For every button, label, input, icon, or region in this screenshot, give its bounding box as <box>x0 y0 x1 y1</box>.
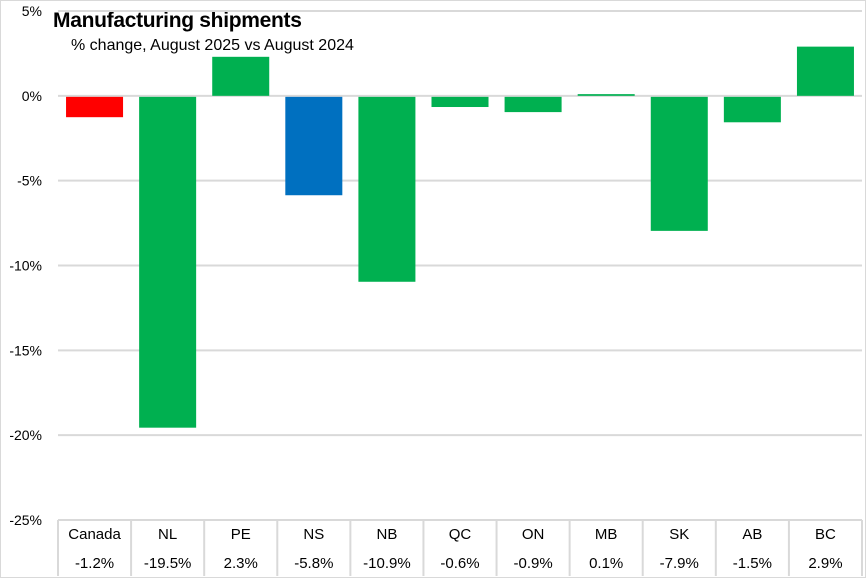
bars <box>66 46 854 428</box>
bar-qc <box>431 96 489 108</box>
category-label: PE <box>231 526 251 543</box>
bar-sk <box>650 96 708 231</box>
chart-subtitle: % change, August 2025 vs August 2024 <box>71 37 354 54</box>
category-label: NB <box>376 526 397 543</box>
category-label: MB <box>595 526 618 543</box>
value-label: -1.5% <box>733 555 772 572</box>
value-label: -19.5% <box>144 555 192 572</box>
value-label: -7.9% <box>660 555 699 572</box>
bar-ab <box>723 96 781 123</box>
value-label: -5.8% <box>294 555 333 572</box>
bar-on <box>504 96 562 113</box>
value-label: -10.9% <box>363 555 411 572</box>
y-tick-label: 0% <box>22 88 42 104</box>
category-label: QC <box>449 526 472 543</box>
value-label: -1.2% <box>75 555 114 572</box>
y-tick-label: -15% <box>9 342 42 358</box>
category-label: NL <box>158 526 177 543</box>
category-label: ON <box>522 526 545 543</box>
data-table: Canada -1.2% NL -19.5% PE 2.3% NS -5.8% NB -10.9%… <box>57 520 863 576</box>
bar-nb <box>358 96 416 282</box>
bar-bc <box>796 46 854 96</box>
category-label: SK <box>669 526 689 543</box>
bar-mb <box>577 94 635 96</box>
value-label: 2.3% <box>224 555 258 572</box>
category-label: Canada <box>68 526 121 543</box>
category-label: BC <box>815 526 836 543</box>
y-tick-label: -20% <box>9 427 42 443</box>
value-label: 2.9% <box>808 555 842 572</box>
value-label: 0.1% <box>589 555 623 572</box>
bar-canada <box>66 96 124 118</box>
bar-nl <box>139 96 197 428</box>
category-label: AB <box>742 526 762 543</box>
value-label: -0.9% <box>513 555 552 572</box>
y-axis: 5% 0% -5% -10% -15% -20% -25% <box>9 3 42 528</box>
y-tick-label: -10% <box>9 258 42 274</box>
y-tick-label: -5% <box>17 173 42 189</box>
y-tick-label: -25% <box>9 512 42 528</box>
bar-ns <box>285 96 343 196</box>
bar-pe <box>212 56 270 96</box>
y-tick-label: 5% <box>22 3 42 19</box>
chart-title: Manufacturing shipments <box>53 9 302 32</box>
value-label: -0.6% <box>440 555 479 572</box>
category-label: NS <box>303 526 324 543</box>
